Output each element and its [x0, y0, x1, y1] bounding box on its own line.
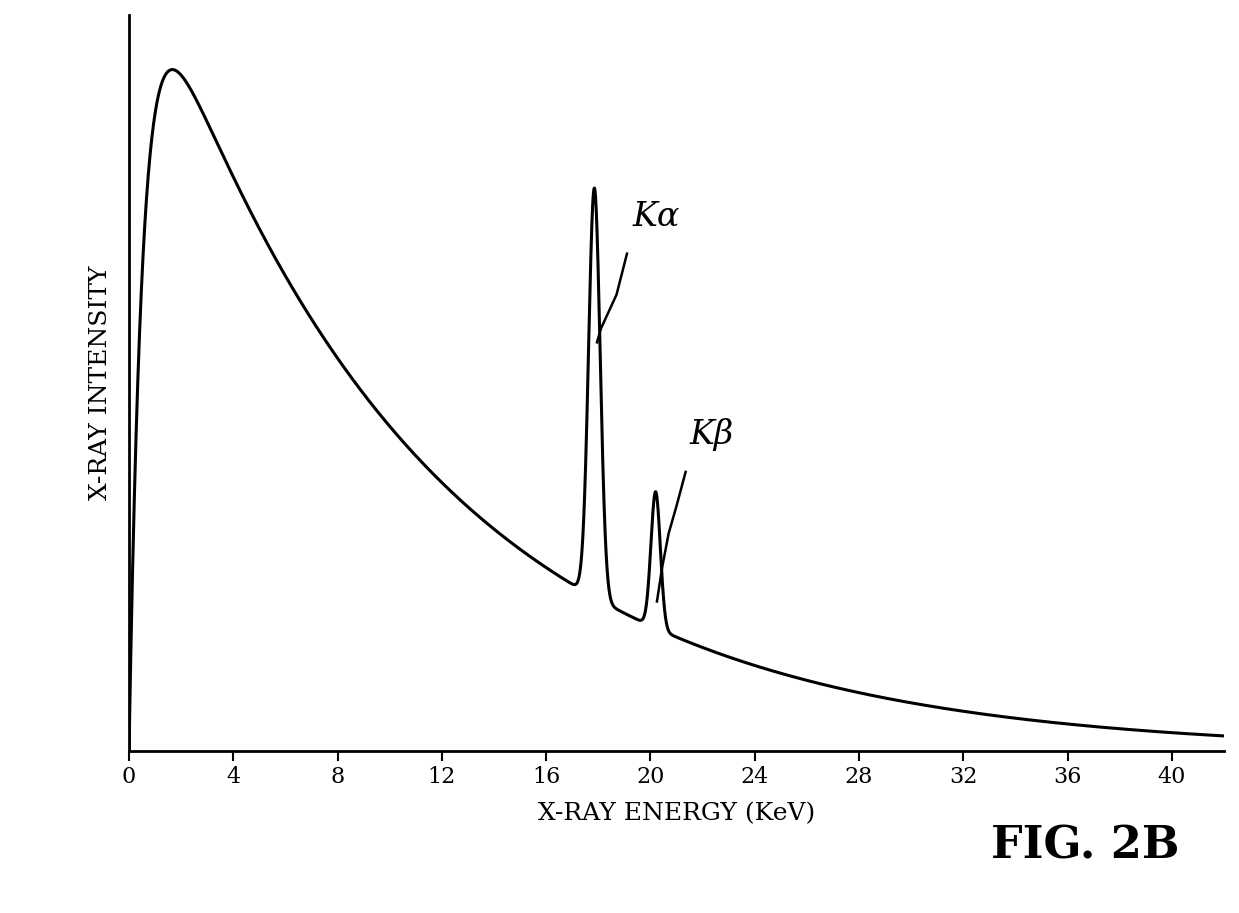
Text: Kα: Kα	[632, 201, 679, 233]
Text: Kβ: Kβ	[690, 418, 733, 451]
X-axis label: X-RAY ENERGY (KeV): X-RAY ENERGY (KeV)	[538, 802, 815, 825]
Text: FIG. 2B: FIG. 2B	[991, 824, 1180, 867]
Y-axis label: X-RAY INTENSITY: X-RAY INTENSITY	[89, 266, 113, 500]
